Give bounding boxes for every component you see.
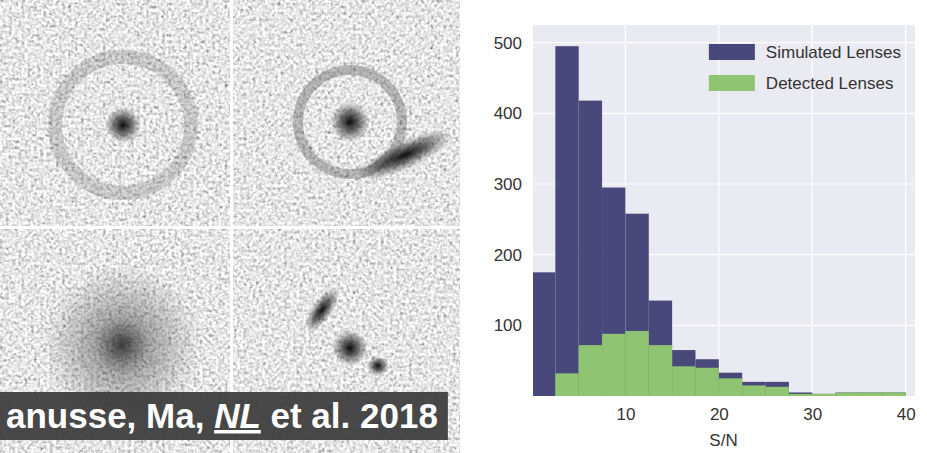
histogram-bar bbox=[695, 359, 718, 396]
histogram-bar bbox=[719, 373, 742, 396]
histogram-bar bbox=[649, 301, 672, 396]
histogram-bar bbox=[812, 394, 835, 396]
image-blob bbox=[330, 102, 370, 142]
tick: 100 bbox=[494, 316, 532, 335]
image-blob bbox=[367, 356, 389, 376]
tick: 10 bbox=[616, 396, 635, 424]
grid-line bbox=[905, 25, 906, 396]
tick: 300 bbox=[494, 175, 532, 194]
tick: 40 bbox=[897, 396, 916, 424]
histogram-bar bbox=[719, 378, 742, 396]
tick: 20 bbox=[710, 396, 729, 424]
figure: 10 20 30 40 100 200 300 400 500 S/N Simulated Lens… bbox=[0, 0, 927, 453]
image-blob bbox=[105, 107, 141, 143]
histogram-bar bbox=[532, 272, 555, 396]
tick-label: 10 bbox=[616, 405, 635, 424]
y-axis: 100 200 300 400 500 bbox=[494, 26, 533, 397]
x-axis-title: S/N bbox=[709, 431, 737, 450]
legend: Simulated Lenses Detected Lenses bbox=[709, 43, 901, 93]
histogram-bar bbox=[625, 214, 648, 396]
citation: anusse, Ma, NL et al. 2018 bbox=[0, 392, 448, 440]
image-noise bbox=[0, 0, 230, 226]
tick: 30 bbox=[803, 396, 822, 424]
lens-image bbox=[233, 0, 460, 226]
grid bbox=[532, 25, 915, 396]
lens-images bbox=[0, 0, 460, 453]
tick-label: 30 bbox=[803, 405, 822, 424]
image-blob bbox=[332, 330, 368, 366]
histogram-bar bbox=[672, 350, 695, 396]
histogram-bar bbox=[789, 394, 812, 396]
citation-part: NL bbox=[214, 396, 261, 435]
histogram-bar bbox=[766, 382, 789, 396]
citation-part: et al. 2018 bbox=[261, 396, 438, 435]
tick-label: 300 bbox=[494, 175, 522, 194]
histogram-bar bbox=[882, 392, 905, 396]
image-blob bbox=[299, 283, 345, 337]
tick: 500 bbox=[494, 34, 532, 53]
tick-label: 200 bbox=[494, 246, 522, 265]
image-ring bbox=[55, 57, 191, 193]
lens-image bbox=[0, 0, 230, 226]
histogram-bar bbox=[789, 392, 812, 396]
histogram-bar bbox=[579, 101, 602, 396]
histogram-bar bbox=[859, 392, 882, 396]
histogram-bar bbox=[602, 188, 625, 396]
tick-label: 40 bbox=[897, 405, 916, 424]
histogram-bar bbox=[859, 392, 882, 396]
histogram-bar bbox=[695, 368, 718, 396]
tick-label: 500 bbox=[494, 34, 522, 53]
tick: 200 bbox=[494, 246, 532, 265]
citation-text: anusse, Ma, NL et al. 2018 bbox=[6, 396, 438, 435]
histogram-bar bbox=[579, 345, 602, 396]
histogram-bar bbox=[555, 373, 578, 396]
histogram-bar bbox=[742, 382, 765, 396]
image-noise bbox=[0, 229, 230, 453]
histogram-bar bbox=[836, 392, 859, 396]
axis-line bbox=[533, 396, 916, 397]
citation-part: anusse, Ma, bbox=[6, 396, 214, 435]
tick-label: 20 bbox=[710, 405, 729, 424]
histogram-bar bbox=[532, 396, 555, 397]
tick: 400 bbox=[494, 104, 532, 123]
image-blob bbox=[352, 120, 458, 189]
legend-label: Detected Lenses bbox=[766, 74, 894, 93]
histogram-bar bbox=[625, 331, 648, 396]
tick-label: 400 bbox=[494, 104, 522, 123]
histogram-bar bbox=[672, 366, 695, 396]
series bbox=[532, 46, 906, 396]
image-noise bbox=[233, 229, 460, 453]
tick-label: 100 bbox=[494, 316, 522, 335]
legend-swatch bbox=[709, 75, 755, 91]
histogram-bar bbox=[602, 334, 625, 396]
histogram-bar bbox=[649, 345, 672, 396]
image-noise bbox=[233, 0, 460, 226]
histogram-bar bbox=[555, 46, 578, 396]
citation-box bbox=[0, 392, 448, 440]
plot-background bbox=[532, 25, 915, 396]
histogram-bar bbox=[742, 385, 765, 396]
legend-label: Simulated Lenses bbox=[766, 43, 901, 62]
histogram-bar bbox=[766, 387, 789, 396]
histogram-bar bbox=[812, 394, 835, 396]
legend-swatch bbox=[709, 44, 755, 60]
histogram-bar bbox=[836, 392, 859, 396]
lens-image bbox=[0, 229, 230, 453]
series bbox=[555, 331, 905, 396]
x-axis: 10 20 30 40 bbox=[533, 396, 916, 424]
histogram-bar bbox=[882, 392, 905, 396]
axis-line bbox=[532, 26, 533, 397]
bars bbox=[532, 46, 906, 396]
lens-image bbox=[233, 229, 460, 453]
